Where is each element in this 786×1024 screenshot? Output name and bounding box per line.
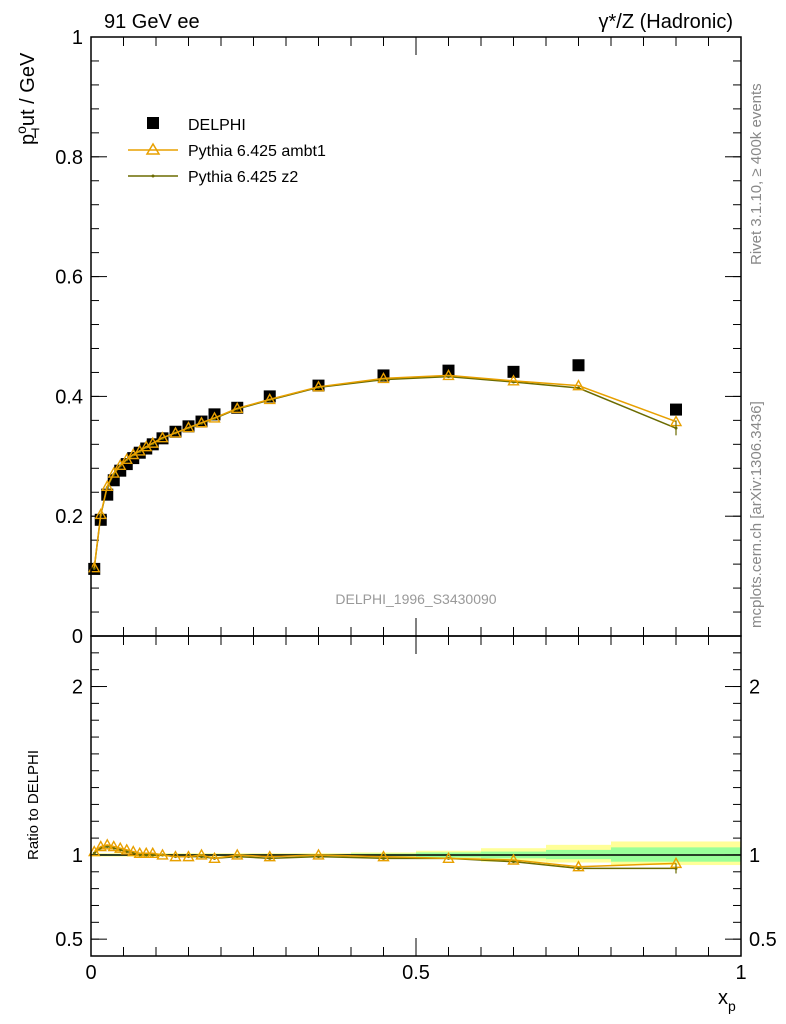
ratio-point-pythia-6-425-ambt1 [156,848,169,860]
ratio-series-layer [88,838,683,874]
main-point-pythia-6-425-ambt1 [182,421,195,433]
main-y-axis-label: pout / GeV [13,52,39,145]
ratio-point-pythia-6-425-ambt1 [572,860,585,872]
ratio-point-pythia-6-425-z2 [317,855,320,859]
ratio-y-tick-label-right: 0.5 [749,929,777,951]
ratio-plot-frame [90,635,742,957]
ratio-uncertainty-bands [91,841,741,866]
ratio-y-tick-label-right: 2 [749,677,760,699]
delphi-data-point [507,365,520,378]
ratio-y-axis-label: Ratio to DELPHI [25,750,42,860]
y-label-superscript: o [13,126,29,134]
main-point-pythia-6-425-ambt1 [169,426,182,438]
main-point-pythia-6-425-ambt1 [442,368,455,381]
main-line-pythia-6-425-ambt1 [93,374,677,568]
ratio-point-pythia-6-425-ambt1 [507,853,520,865]
legend-label-ambt1: Pythia 6.425 ambt1 [188,143,326,160]
ratio-point-pythia-6-425-ambt1 [231,848,244,860]
ratio-point-pythia-6-425-z2 [92,851,96,855]
legend-marker-delphi [147,117,159,129]
ratio-point-pythia-6-425-ambt1 [133,846,146,858]
legend: DELPHI Pythia 6.425 ambt1 Pythia 6.425 z… [128,117,326,186]
main-y-tick-label: 0.8 [55,147,83,169]
ratio-point-pythia-6-425-ambt1 [120,843,133,855]
ratio-point-pythia-6-425-ambt1 [377,850,390,862]
rivet-version-text: Rivet 3.1.10, ≥ 400k events [748,83,765,265]
x-label-x: x [718,987,728,1009]
legend-label-z2: Pythia 6.425 z2 [188,169,298,186]
main-y-tick-label: 0.6 [55,267,83,289]
y-label-p: p [17,134,39,145]
main-point-pythia-6-425-ambt1 [114,458,127,470]
main-line-pythia-6-425-z2 [93,375,677,569]
ratio-point-pythia-6-425-ambt1 [442,851,455,864]
main-y-tick-label: 1 [72,27,83,49]
mcplots-reference-text: mcplots.cern.ch [arXiv:1306.3436] [748,401,765,628]
main-point-pythia-6-425-ambt1 [208,411,221,423]
ratio-point-pythia-6-425-ambt1 [169,850,182,862]
ratio-point-pythia-6-425-z2 [268,856,272,860]
main-point-pythia-6-425-ambt1 [107,466,120,478]
main-point-pythia-6-425-z2 [577,386,580,390]
ratio-point-pythia-6-425-z2 [382,856,385,860]
ratio-y-tick-label: 1 [72,845,83,867]
main-point-pythia-6-425-ambt1 [263,392,276,405]
ratio-point-pythia-6-425-z2 [151,853,155,857]
legend-label-delphi: DELPHI [188,117,246,134]
main-y-tick-label: 0.2 [55,506,83,528]
analysis-watermark: DELPHI_1996_S3430090 [335,591,496,607]
delphi-data-point [670,403,682,416]
main-point-pythia-6-425-ambt1 [195,416,208,428]
ratio-point-pythia-6-425-ambt1 [114,841,127,853]
main-series-layer [88,359,683,575]
main-point-pythia-6-425-ambt1 [377,371,390,384]
legend-marker-z2 [151,174,155,178]
ratio-y-tick-label: 0.5 [55,929,83,951]
ratio-point-pythia-6-425-ambt1 [146,846,159,858]
x-tick-label: 1 [735,962,746,984]
ratio-point-pythia-6-425-z2 [235,855,239,859]
main-point-pythia-6-425-ambt1 [101,479,114,491]
ratio-point-pythia-6-425-ambt1 [182,850,195,862]
main-y-tick-label: 0.4 [55,386,83,408]
ratio-point-pythia-6-425-ambt1 [127,845,140,857]
main-point-pythia-6-425-ambt1 [231,401,244,414]
ratio-plot-panel: 0.5 0.51 12 20 0.5 1 [55,635,777,984]
ratio-point-pythia-6-425-z2 [577,866,580,870]
main-point-pythia-6-425-ambt1 [572,379,585,391]
ratio-point-pythia-6-425-ambt1 [312,848,325,860]
ratio-y-tick-label-right: 1 [749,845,760,867]
y-label-subscript: T [31,125,40,141]
x-label-subscript: p [728,998,736,1014]
main-y-tick-label: 0 [72,626,83,648]
main-point-pythia-6-425-ambt1 [94,507,107,520]
main-point-pythia-6-425-ambt1 [312,380,325,392]
ratio-point-pythia-6-425-ambt1 [195,848,208,860]
ratio-point-pythia-6-425-z2 [512,860,515,864]
y-label-rest: ut / GeV [17,52,39,126]
legend-marker-ambt1 [145,142,161,155]
main-point-pythia-6-425-ambt1 [156,431,169,443]
ratio-point-pythia-6-425-ambt1 [107,840,120,852]
process-title: γ*/Z (Hadronic) [599,11,733,33]
main-point-pythia-6-425-ambt1 [507,374,520,386]
ratio-point-pythia-6-425-z2 [144,853,148,857]
main-point-pythia-6-425-ambt1 [146,436,159,448]
ratio-y-tick-label: 2 [72,677,83,699]
energy-title: 91 GeV ee [104,11,200,33]
ratio-point-pythia-6-425-ambt1 [208,851,221,864]
x-axis-label: xp [718,987,736,1014]
delphi-data-point [572,359,585,372]
ratio-point-pythia-6-425-ambt1 [101,838,114,850]
ratio-point-pythia-6-425-ambt1 [263,850,276,862]
main-plot-panel: 0 0.2 0.4 0.6 0.8 1 [55,27,742,648]
x-tick-label: 0.5 [402,962,430,984]
x-tick-label: 0 [85,962,96,984]
ratio-axis-ticks: 0.5 0.51 12 20 0.5 1 [55,636,777,984]
ratio-point-pythia-6-425-ambt1 [140,846,153,858]
